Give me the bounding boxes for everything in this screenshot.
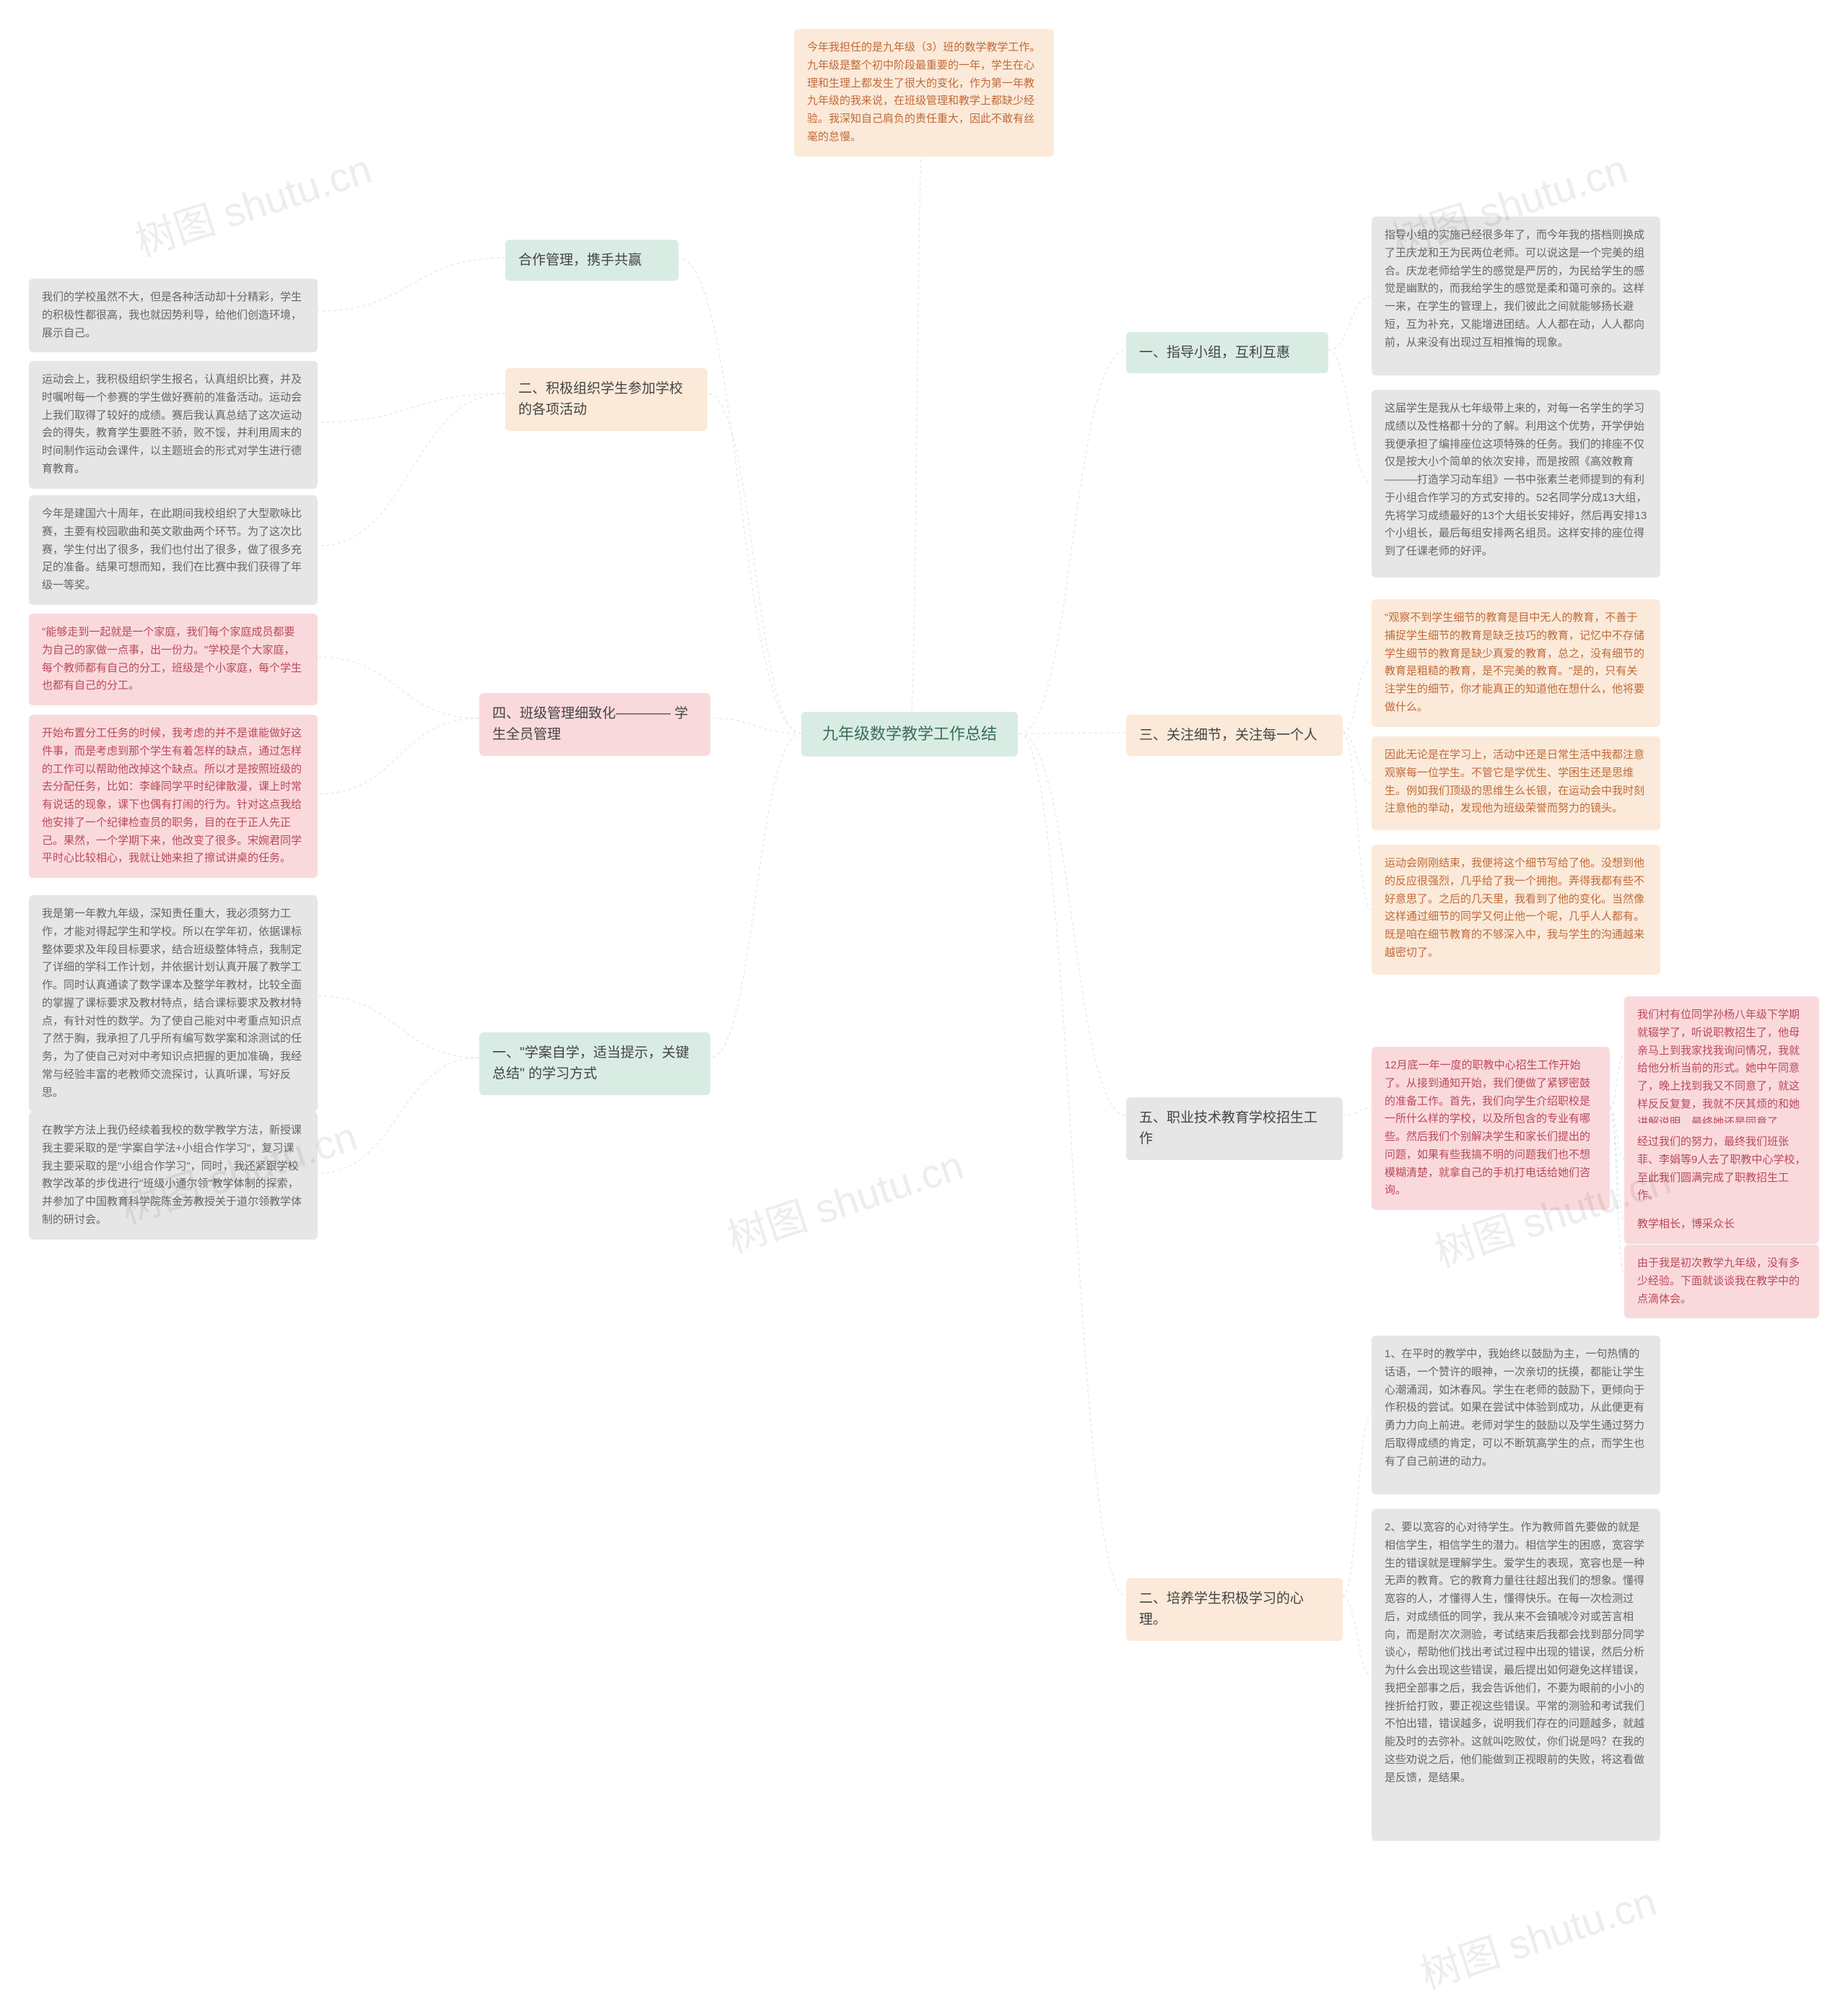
left-branch-2-leaf-0: "能够走到一起就是一个家庭，我们每个家庭成员都要为自己的家做一点事，出一份力。"…: [29, 614, 318, 705]
watermark-5: 树图 shutu.cn: [1412, 1870, 1663, 2001]
right-branch-2-leaf-0: 我们村有位同学孙杨八年级下学期就辍学了，听说职教招生了，他母亲马上到我家找我询问…: [1624, 996, 1819, 1141]
right-branch-1-leaf-0: "观察不到学生细节的教育是目中无人的教育，不善于捕捉学生细节的教育是缺乏技巧的教…: [1372, 599, 1660, 727]
left-branch-0[interactable]: 合作管理，携手共赢: [505, 240, 679, 281]
watermark-0: 树图 shutu.cn: [127, 137, 378, 269]
right-branch-3[interactable]: 二、培养学生积极学习的心理。: [1126, 1578, 1343, 1641]
right-branch-2[interactable]: 五、职业技术教育学校招生工作: [1126, 1097, 1343, 1160]
right-branch-0-leaf-0: 指导小组的实施已经很多年了，而今年我的搭档则换成了王庆龙和王为民两位老师。可以说…: [1372, 217, 1660, 375]
left-branch-3-leaf-0: 我是第一年教九年级，深知责任重大，我必须努力工作，才能对得起学生和学校。所以在学…: [29, 895, 318, 1112]
watermark-3: 树图 shutu.cn: [719, 1133, 970, 1265]
right-branch-1-leaf-1: 因此无论是在学习上，活动中还是日常生活中我都注意观察每一位学生。不管它是学优生、…: [1372, 736, 1660, 830]
right-branch-2-leaf-2: 教学相长，博采众长: [1624, 1206, 1819, 1244]
intro-node: 今年我担任的是九年级（3）班的数学教学工作。九年级是整个初中阶段最重要的一年，学…: [794, 29, 1054, 157]
right-branch-2-leaf-4: 12月底一年一度的职教中心招生工作开始了。从接到通知开始，我们便做了紧锣密鼓的准…: [1372, 1047, 1610, 1210]
right-branch-3-leaf-0: 1、在平时的教学中，我始终以鼓励为主，一句热情的话语，一个赞许的眼神，一次亲切的…: [1372, 1336, 1660, 1494]
left-branch-2-leaf-1: 开始布置分工任务的时候，我考虑的并不是谁能做好这件事，而是考虑到那个学生有着怎样…: [29, 715, 318, 878]
mindmap-canvas: 九年级数学教学工作总结 今年我担任的是九年级（3）班的数学教学工作。九年级是整个…: [0, 0, 1848, 2012]
right-branch-0[interactable]: 一、指导小组，互利互惠: [1126, 332, 1328, 373]
center-node[interactable]: 九年级数学教学工作总结: [801, 712, 1018, 757]
left-branch-2[interactable]: 四、班级管理细致化———— 学生全员管理: [479, 693, 710, 756]
right-branch-1[interactable]: 三、关注细节，关注每一个人: [1126, 715, 1343, 756]
left-branch-1[interactable]: 二、积极组织学生参加学校的各项活动: [505, 368, 707, 431]
right-branch-1-leaf-2: 运动会刚刚结束，我便将这个细节写给了他。没想到他的反应很强烈，几乎给了我一个拥抱…: [1372, 845, 1660, 975]
left-branch-1-leaf-1: 今年是建国六十周年，在此期间我校组织了大型歌咏比赛，主要有校园歌曲和英文歌曲两个…: [29, 495, 318, 605]
left-branch-0-leaf-0: 我们的学校虽然不大，但是各种活动却十分精彩，学生的积极性都很高，我也就因势利导，…: [29, 279, 318, 352]
left-branch-1-leaf-0: 运动会上，我积极组织学生报名，认真组织比赛，并及时嘱咐每一个参赛的学生做好赛前的…: [29, 361, 318, 489]
right-branch-0-leaf-1: 这届学生是我从七年级带上来的，对每一名学生的学习成绩以及性格都十分的了解。利用这…: [1372, 390, 1660, 578]
right-branch-3-leaf-1: 2、要以宽容的心对待学生。作为教师首先要做的就是相信学生，相信学生的潜力。相信学…: [1372, 1509, 1660, 1841]
right-branch-2-leaf-3: 由于我是初次教学九年级，没有多少经验。下面就谈谈我在教学中的点滴体会。: [1624, 1245, 1819, 1318]
left-branch-3-leaf-1: 在教学方法上我仍经续着我校的数学教学方法，新授课我主要采取的是"学案自学法+小组…: [29, 1112, 318, 1240]
left-branch-3[interactable]: 一、"学案自学，适当提示，关键总结" 的学习方式: [479, 1032, 710, 1095]
right-branch-2-leaf-1: 经过我们的努力，最终我们班张菲、李娟等9人去了职教中心学校，至此我们圆满完成了职…: [1624, 1123, 1819, 1215]
